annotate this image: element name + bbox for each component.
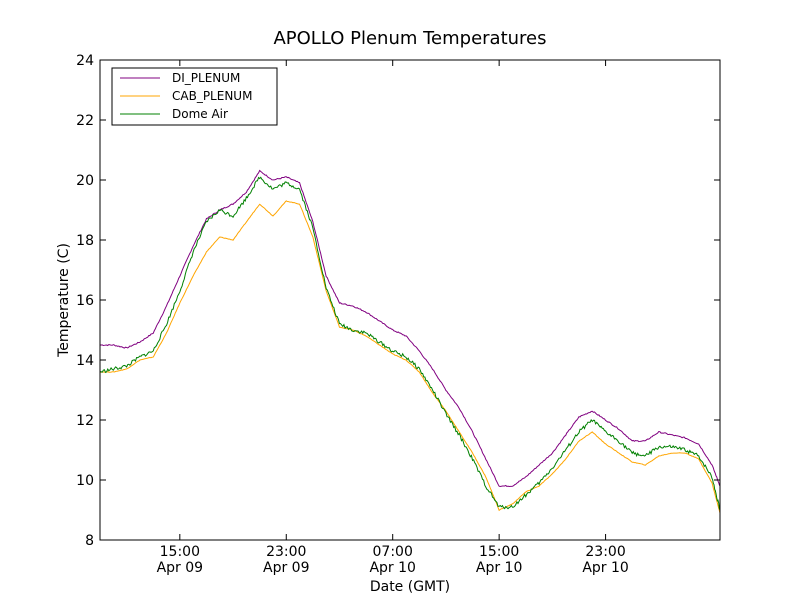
y-tick-label: 10 xyxy=(76,473,94,489)
series-line-cab-plenum xyxy=(99,200,721,514)
y-tick-label: 20 xyxy=(76,173,94,189)
y-tick-label: 14 xyxy=(76,353,94,369)
y-tick-label: 22 xyxy=(76,113,94,129)
series-line-dome-air xyxy=(99,176,721,511)
x-tick-label-date: Apr 09 xyxy=(263,560,309,576)
x-tick-label-time: 07:00 xyxy=(373,544,413,560)
legend-label: CAB_PLENUM xyxy=(172,89,252,103)
y-tick-label: 8 xyxy=(85,533,94,549)
legend: DI_PLENUM CAB_PLENUM Dome Air xyxy=(111,67,278,126)
x-tick-label-time: 15:00 xyxy=(160,544,200,560)
x-tick-label-date: Apr 10 xyxy=(369,560,415,576)
x-tick-label-time: 23:00 xyxy=(266,544,306,560)
y-tick-label: 24 xyxy=(76,53,94,69)
x-tick-label-time: 15:00 xyxy=(479,544,519,560)
x-tick-label-time: 23:00 xyxy=(585,544,625,560)
y-axis-label: Temperature (C) xyxy=(56,243,72,358)
y-tick-label: 16 xyxy=(76,293,94,309)
x-tick-label-date: Apr 10 xyxy=(476,560,522,576)
series-layer xyxy=(99,169,721,514)
series-line-di-plenum xyxy=(99,169,721,488)
legend-label: Dome Air xyxy=(172,107,228,121)
plot-area xyxy=(99,59,721,541)
y-tick-label: 12 xyxy=(76,413,94,429)
x-tick-label-date: Apr 10 xyxy=(582,560,628,576)
x-axis-label: Date (GMT) xyxy=(370,579,450,595)
y-tick-label: 18 xyxy=(76,233,94,249)
chart-title: APOLLO Plenum Temperatures xyxy=(273,28,546,49)
x-tick-label-date: Apr 09 xyxy=(157,560,203,576)
legend-label: DI_PLENUM xyxy=(172,71,240,85)
